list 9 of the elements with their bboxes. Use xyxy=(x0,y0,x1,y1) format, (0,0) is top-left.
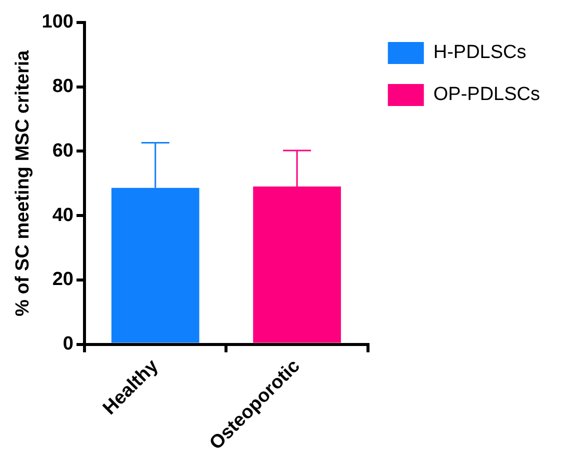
y-axis-title: % of SC meeting MSC criteria xyxy=(12,50,34,316)
y-tick-label: 40 xyxy=(52,204,74,226)
legend-label: OP-PDLSCs xyxy=(433,84,540,106)
y-tick-label: 0 xyxy=(62,334,74,355)
legend-label: H-PDLSCs xyxy=(433,42,526,64)
y-tick-label: 20 xyxy=(52,269,74,290)
y-tick-label: 80 xyxy=(52,76,74,98)
y-tick-label: 100 xyxy=(42,12,74,33)
y-tick-label: 60 xyxy=(52,140,74,162)
